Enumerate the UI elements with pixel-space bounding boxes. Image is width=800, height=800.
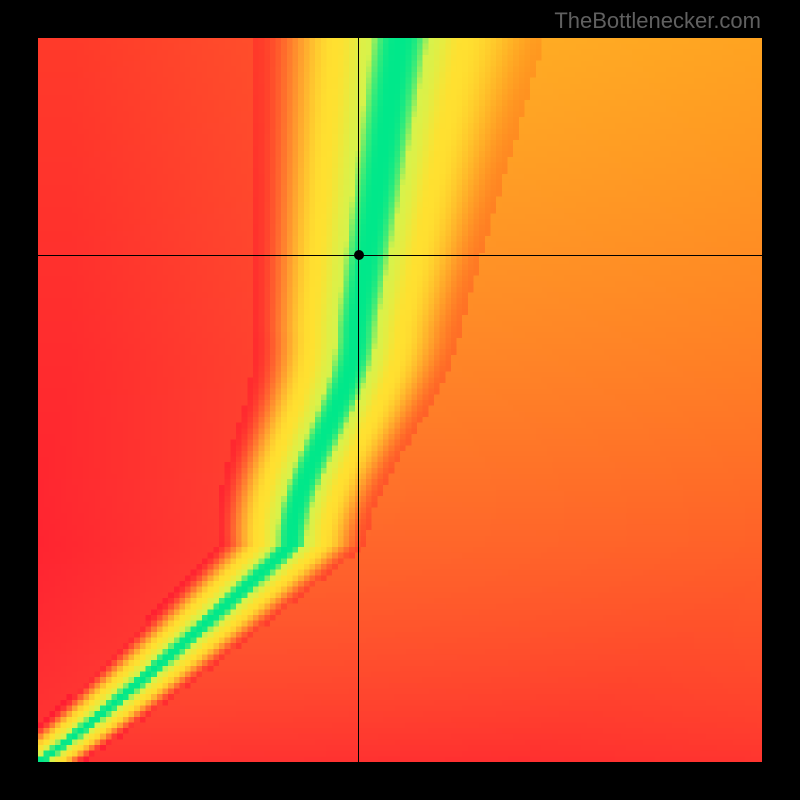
crosshair-vertical <box>358 38 359 762</box>
crosshair-horizontal <box>38 255 762 256</box>
chart-container: TheBottlenecker.com <box>0 0 800 800</box>
data-point <box>354 250 364 260</box>
bottleneck-heatmap <box>38 38 762 762</box>
watermark-text: TheBottlenecker.com <box>554 8 761 34</box>
